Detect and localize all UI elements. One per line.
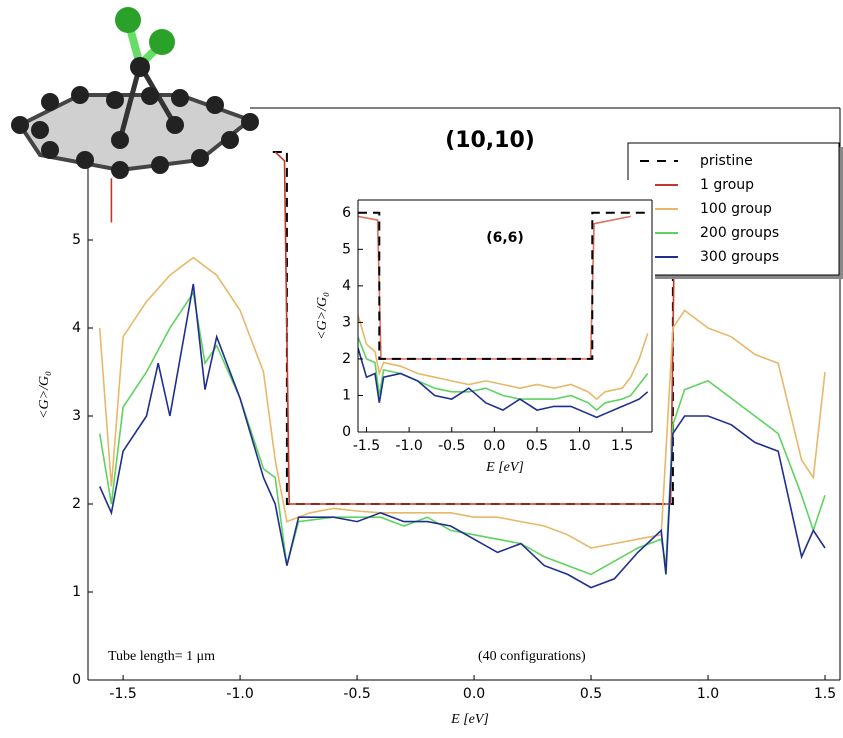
- x-axis-label: E [eV]: [450, 712, 489, 727]
- y-axis-label: <G>/G₀: [37, 371, 52, 419]
- plot: -1.5 -1.0 -0.5 0.0 0.5 1.0 1.5 0 1 2 3 4 5 6 (6,6) <G>/…: [313, 180, 655, 475]
- x-tick-label: -1.0: [226, 686, 253, 702]
- series-line: [98, 283, 826, 589]
- y-tick-label: 4: [342, 278, 351, 294]
- legend-label: pristine: [700, 153, 753, 169]
- x-tick-label: 1.5: [814, 686, 836, 702]
- y-tick-label: 0: [72, 672, 81, 688]
- y-axis-label: <G>/G₀: [315, 292, 330, 340]
- atom-c: [130, 57, 150, 77]
- y-tick-label: 1: [342, 387, 351, 403]
- x-tick-label: -1.5: [353, 438, 380, 454]
- series-line: [358, 211, 648, 360]
- y-tick-label: 4: [72, 320, 81, 336]
- chart-title: (6,6): [486, 230, 524, 246]
- legend-label: 1 group: [700, 177, 754, 193]
- molecule-illustration: [11, 7, 259, 179]
- y-tick-label: 1: [72, 584, 81, 600]
- x-tick-label: 1.0: [697, 686, 719, 702]
- series-line: [358, 336, 649, 412]
- series-line: [358, 347, 649, 419]
- x-tick-label: 0.5: [526, 438, 548, 454]
- atom-cl: [149, 29, 175, 55]
- bond: [117, 64, 143, 141]
- y-tick-label: 5: [72, 232, 81, 248]
- legend-label: 200 groups: [700, 225, 779, 241]
- annotation: (40 configurations): [478, 649, 586, 664]
- x-tick-label: -1.0: [395, 438, 422, 454]
- y-tick-label: 6: [342, 205, 351, 221]
- x-tick-label: -0.5: [343, 686, 370, 702]
- atoms: [11, 86, 259, 179]
- y-tick-label: 5: [342, 241, 351, 257]
- series-group: [358, 211, 649, 419]
- series-line: [98, 256, 826, 549]
- x-tick-label: -1.5: [109, 686, 136, 702]
- legend: pristine 1 group 100 group 200 groups 300 gr…: [627, 142, 843, 279]
- x-tick-label: 0.0: [463, 686, 485, 702]
- y-tick-label: 2: [342, 351, 351, 367]
- x-tick-label: 1.0: [568, 438, 590, 454]
- x-tick-label: 0.5: [580, 686, 602, 702]
- y-tick-label: 2: [72, 496, 81, 512]
- legend-label: 100 group: [700, 201, 772, 217]
- y-tick-label: 0: [342, 424, 351, 440]
- legend-label: 300 groups: [700, 249, 779, 265]
- atom-cl: [115, 7, 141, 33]
- plot: -1.5 -1.0 -0.5 0.0 0.5 1.0 1.5 0 1 2 3 4 5: [72, 107, 841, 702]
- annotation: Tube length= 1 μm: [108, 649, 215, 664]
- series-line: [358, 314, 649, 401]
- y-tick-label: 3: [72, 408, 81, 424]
- x-axis-label: E [eV]: [485, 460, 524, 475]
- x-tick-label: 1.5: [611, 438, 633, 454]
- x-tick-label: -0.5: [438, 438, 465, 454]
- x-tick-label: 0.0: [483, 438, 505, 454]
- y-tick-label: 3: [342, 314, 351, 330]
- chart-title: (10,10): [445, 128, 535, 153]
